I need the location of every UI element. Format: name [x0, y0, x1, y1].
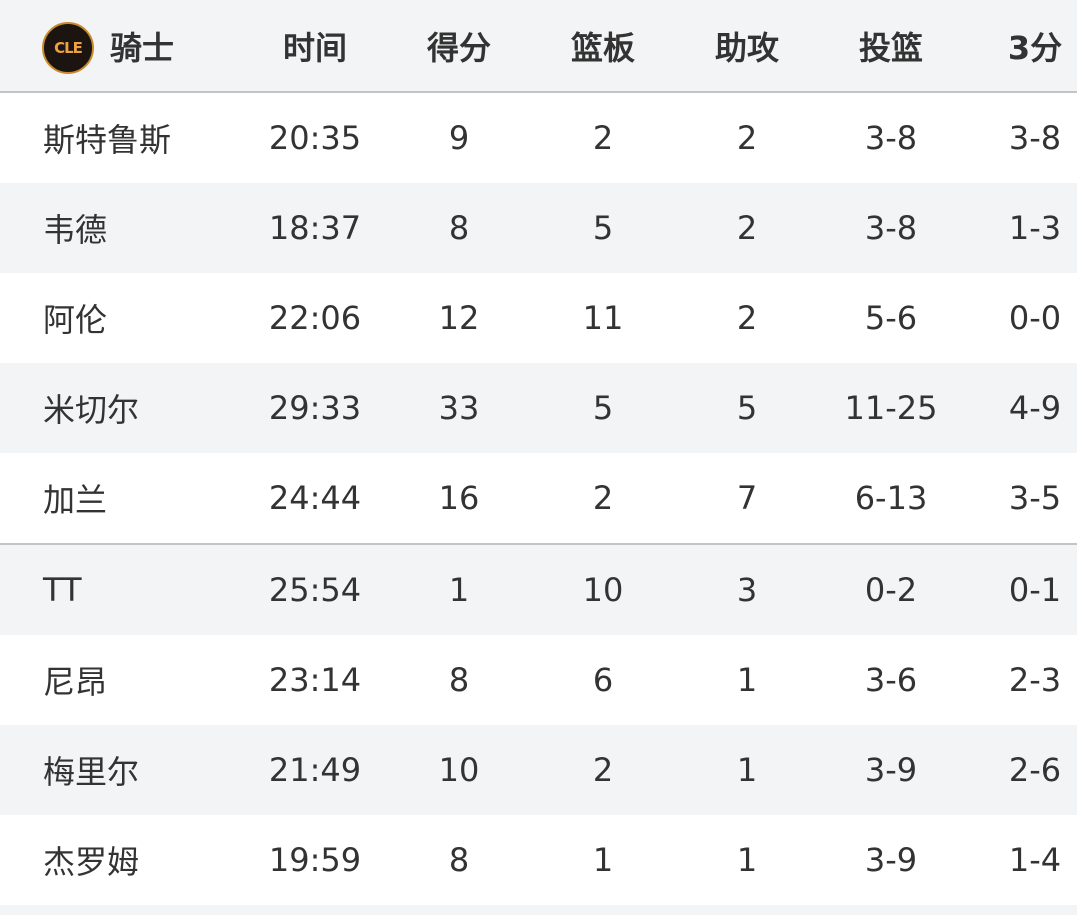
- team-logo: CLE: [42, 22, 94, 74]
- rebounds: 5: [592, 209, 614, 247]
- minutes: 18:37: [268, 209, 362, 247]
- player-row[interactable]: 韦德 18:37 8 5 2 3-8 1-3: [0, 183, 1077, 273]
- minutes: 21:49: [268, 751, 362, 789]
- field-goals: 3-8: [864, 209, 918, 247]
- points: 10: [438, 751, 480, 789]
- three-pointers: 0-1: [1008, 571, 1062, 609]
- minutes: 25:54: [268, 571, 362, 609]
- points: 16: [438, 479, 480, 517]
- minutes: 23:14: [268, 661, 362, 699]
- minutes: 22:06: [268, 299, 362, 337]
- player-row[interactable]: 阿伦 22:06 12 11 2 5-6 0-0: [0, 273, 1077, 363]
- team-name: 骑士: [110, 28, 175, 67]
- rebounds: 2: [592, 751, 614, 789]
- points: 12: [438, 299, 480, 337]
- assists: 3: [736, 571, 758, 609]
- player-name: TT: [43, 571, 82, 609]
- three-pointers: 1-4: [1008, 841, 1062, 879]
- player-name: 杰罗姆: [43, 843, 140, 881]
- three-pointers: 0-0: [1008, 299, 1062, 337]
- field-goals: 3-9: [864, 751, 918, 789]
- rebounds: 11: [582, 299, 624, 337]
- player-row[interactable]: 尼昂 23:14 8 6 1 3-6 2-3: [0, 635, 1077, 725]
- three-pointers: 1-3: [1008, 209, 1062, 247]
- table-footer-strip: [0, 905, 1077, 915]
- assists: 2: [736, 119, 758, 157]
- points: 9: [448, 119, 470, 157]
- field-goals: 0-2: [864, 571, 918, 609]
- three-pointers: 3-5: [1008, 479, 1062, 517]
- points: 8: [448, 841, 470, 879]
- player-row[interactable]: 米切尔 29:33 33 5 5 11-25 4-9: [0, 363, 1077, 453]
- rebounds: 10: [582, 571, 624, 609]
- column-header-assists: 助攻: [714, 28, 779, 67]
- rebounds: 2: [592, 119, 614, 157]
- points: 8: [448, 661, 470, 699]
- rebounds: 5: [592, 389, 614, 427]
- player-name: 斯特鲁斯: [43, 121, 172, 159]
- player-row[interactable]: 梅里尔 21:49 10 2 1 3-9 2-6: [0, 725, 1077, 815]
- column-header-time: 时间: [282, 28, 347, 67]
- minutes: 19:59: [268, 841, 362, 879]
- column-header-points: 得分: [426, 28, 491, 67]
- assists: 5: [736, 389, 758, 427]
- three-pointers: 2-6: [1008, 751, 1062, 789]
- rebounds: 1: [592, 841, 614, 879]
- player-row[interactable]: TT 25:54 1 10 3 0-2 0-1: [0, 545, 1077, 635]
- field-goals: 3-8: [864, 119, 918, 157]
- assists: 1: [736, 841, 758, 879]
- three-pointers: 2-3: [1008, 661, 1062, 699]
- player-row[interactable]: 斯特鲁斯 20:35 9 2 2 3-8 3-8: [0, 93, 1077, 183]
- player-name: 韦德: [43, 211, 108, 249]
- field-goals: 3-9: [864, 841, 918, 879]
- assists: 1: [736, 661, 758, 699]
- rebounds: 2: [592, 479, 614, 517]
- minutes: 29:33: [268, 389, 362, 427]
- field-goals: 6-13: [854, 479, 928, 517]
- field-goals: 5-6: [864, 299, 918, 337]
- points: 33: [438, 389, 480, 427]
- assists: 1: [736, 751, 758, 789]
- three-pointers: 4-9: [1008, 389, 1062, 427]
- field-goals: 11-25: [844, 389, 938, 427]
- field-goals: 3-6: [864, 661, 918, 699]
- column-header-field-goals: 投篮: [858, 28, 923, 67]
- minutes: 24:44: [268, 479, 362, 517]
- player-name: 梅里尔: [43, 753, 140, 791]
- assists: 7: [736, 479, 758, 517]
- column-header-rebounds: 篮板: [570, 28, 635, 67]
- table-header: CLE 骑士 时间 得分 篮板 助攻 投篮 3分: [0, 0, 1077, 93]
- player-name: 尼昂: [43, 663, 108, 701]
- player-row[interactable]: 加兰 24:44 16 2 7 6-13 3-5: [0, 453, 1077, 545]
- points: 1: [448, 571, 470, 609]
- assists: 2: [736, 209, 758, 247]
- player-name: 米切尔: [43, 391, 140, 429]
- player-name: 加兰: [43, 481, 108, 519]
- assists: 2: [736, 299, 758, 337]
- column-header-three-pointers: 3分: [1007, 28, 1063, 67]
- three-pointers: 3-8: [1008, 119, 1062, 157]
- player-name: 阿伦: [43, 301, 108, 339]
- minutes: 20:35: [268, 119, 362, 157]
- points: 8: [448, 209, 470, 247]
- player-row[interactable]: 杰罗姆 19:59 8 1 1 3-9 1-4: [0, 815, 1077, 905]
- rebounds: 6: [592, 661, 614, 699]
